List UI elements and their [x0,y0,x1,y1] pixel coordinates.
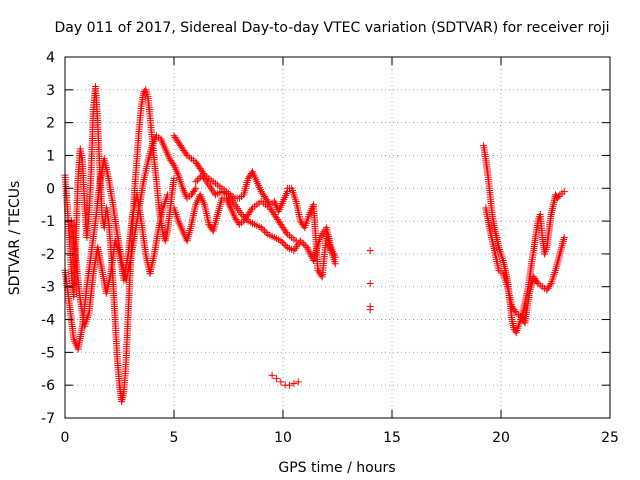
y-tick-label: -1 [41,214,55,230]
x-tick-label: 0 [61,430,70,446]
x-axis-label: GPS time / hours [278,460,395,476]
data-point [193,176,201,184]
y-tick-label: -5 [41,345,55,361]
data-point [239,212,247,220]
data-point [533,278,541,286]
data-point [301,242,309,250]
x-tick-label: 20 [492,430,510,446]
data-point [192,178,200,186]
data-point [560,234,568,241]
y-tick-label: -2 [41,247,55,263]
data-point [268,371,276,379]
x-tick-label: 15 [383,430,401,446]
data-point [366,247,374,255]
data-point [272,375,280,383]
data-point [290,380,298,388]
x-tick-label: 10 [274,430,292,446]
data-point [241,214,249,222]
data-point [366,306,374,314]
y-axis-label: SDTVAR / TECUs [7,181,23,296]
data-point [277,237,285,245]
data-point [317,271,325,279]
data-point [294,378,302,386]
data-point [262,229,270,237]
data-point [282,229,290,237]
grid-layer [65,57,610,418]
data-point [546,281,554,289]
data-point [169,160,177,168]
data-point [331,260,339,268]
y-tick-label: 3 [46,83,55,99]
data-point [238,211,246,219]
data-point [286,381,294,389]
y-tick-label: 4 [46,50,55,66]
data-point [278,238,286,246]
data-point [257,224,265,232]
y-tick-label: 2 [46,116,55,132]
x-tick-label: 25 [601,430,619,446]
data-point [242,215,250,223]
data-point [191,186,199,194]
data-point [277,378,285,386]
data-point [511,307,519,315]
y-tick-label: -7 [41,411,55,427]
data-point [195,174,203,182]
data-point [247,206,255,214]
data-point [182,150,190,158]
data-point [298,238,306,246]
data-point [282,242,290,250]
y-tick-label: -6 [41,378,55,394]
tick-layer: -7 -6 -5 -4 -3 -2 -1 0 1 2 3 4 0 5 10 15 20 25 [41,50,619,446]
y-tick-label: -3 [41,280,55,296]
chart-title: Day 011 of 2017, Sidereal Day-to-day VTE… [54,20,609,36]
data-point [163,191,171,199]
data-point [560,188,568,196]
data-point [300,240,308,248]
data-layer [61,83,568,406]
data-point [555,192,563,200]
data-point [259,225,267,233]
data-point [296,237,304,245]
data-point [192,184,200,192]
data-point [170,174,178,182]
y-tick-label: -4 [41,313,55,329]
x-tick-label: 5 [170,430,179,446]
y-tick-label: 1 [46,148,55,164]
plot-frame [64,56,611,419]
data-point [260,227,268,235]
data-point [280,240,288,248]
data-point [366,279,374,287]
y-tick-label: 0 [46,181,55,197]
